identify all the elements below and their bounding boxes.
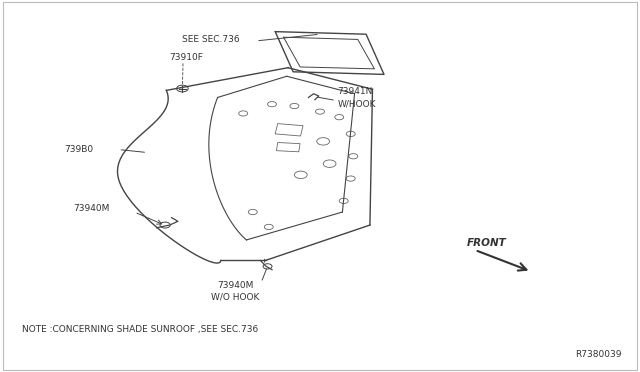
Text: NOTE :CONCERNING SHADE SUNROOF ,SEE SEC.736: NOTE :CONCERNING SHADE SUNROOF ,SEE SEC.… [22,325,259,334]
Text: FRONT: FRONT [467,237,507,247]
Text: 73910F: 73910F [170,53,204,62]
Bar [275,124,303,136]
Text: 739B0: 739B0 [64,145,93,154]
Text: R7380039: R7380039 [575,350,621,359]
Text: 73940M
W/O HOOK: 73940M W/O HOOK [211,280,260,301]
Bar [276,142,300,152]
Text: 73940M: 73940M [74,204,110,213]
Text: 73941N
W/HOOK: 73941N W/HOOK [337,87,376,108]
Text: SEE SEC.736: SEE SEC.736 [182,35,240,44]
